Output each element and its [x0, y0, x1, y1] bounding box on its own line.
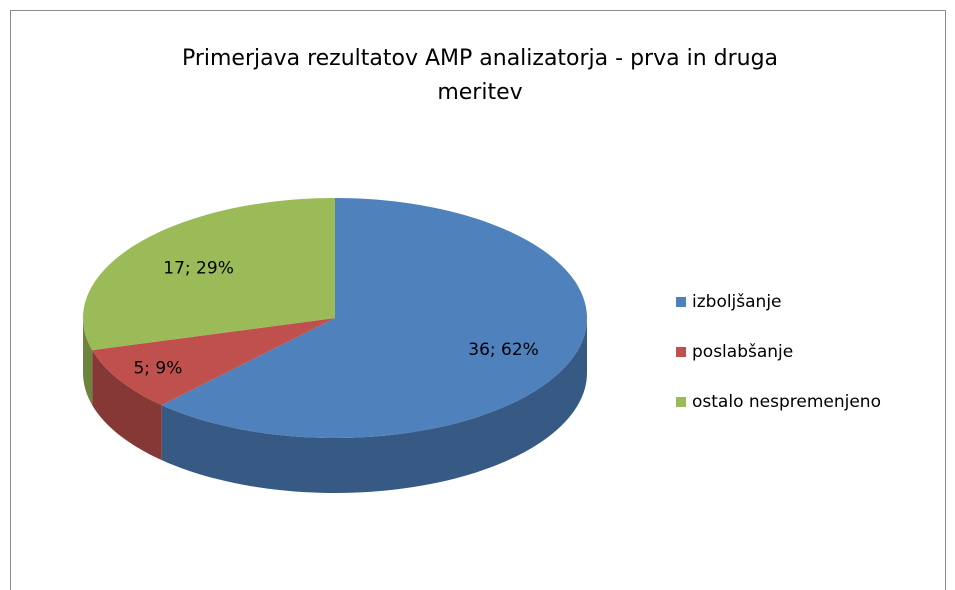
slice-side	[161, 318, 587, 493]
data-label: 17; 29%	[163, 259, 234, 279]
slice	[161, 198, 587, 438]
legend-swatch	[676, 397, 686, 407]
legend-swatch	[676, 347, 686, 357]
legend-label: ostalo nespremenjeno	[692, 392, 881, 412]
legend-swatch	[676, 297, 686, 307]
slice-side	[83, 318, 93, 406]
slice-side	[92, 350, 162, 461]
data-label: 5; 9%	[133, 359, 182, 379]
legend-label: poslabšanje	[692, 342, 793, 362]
legend-label: izboljšanje	[692, 292, 782, 312]
slice	[92, 318, 335, 406]
chart-frame	[10, 10, 946, 590]
chart-title: Primerjava rezultatov AMP analizatorja -…	[181, 46, 779, 105]
slice	[83, 198, 335, 351]
data-label: 36; 62%	[468, 340, 539, 360]
